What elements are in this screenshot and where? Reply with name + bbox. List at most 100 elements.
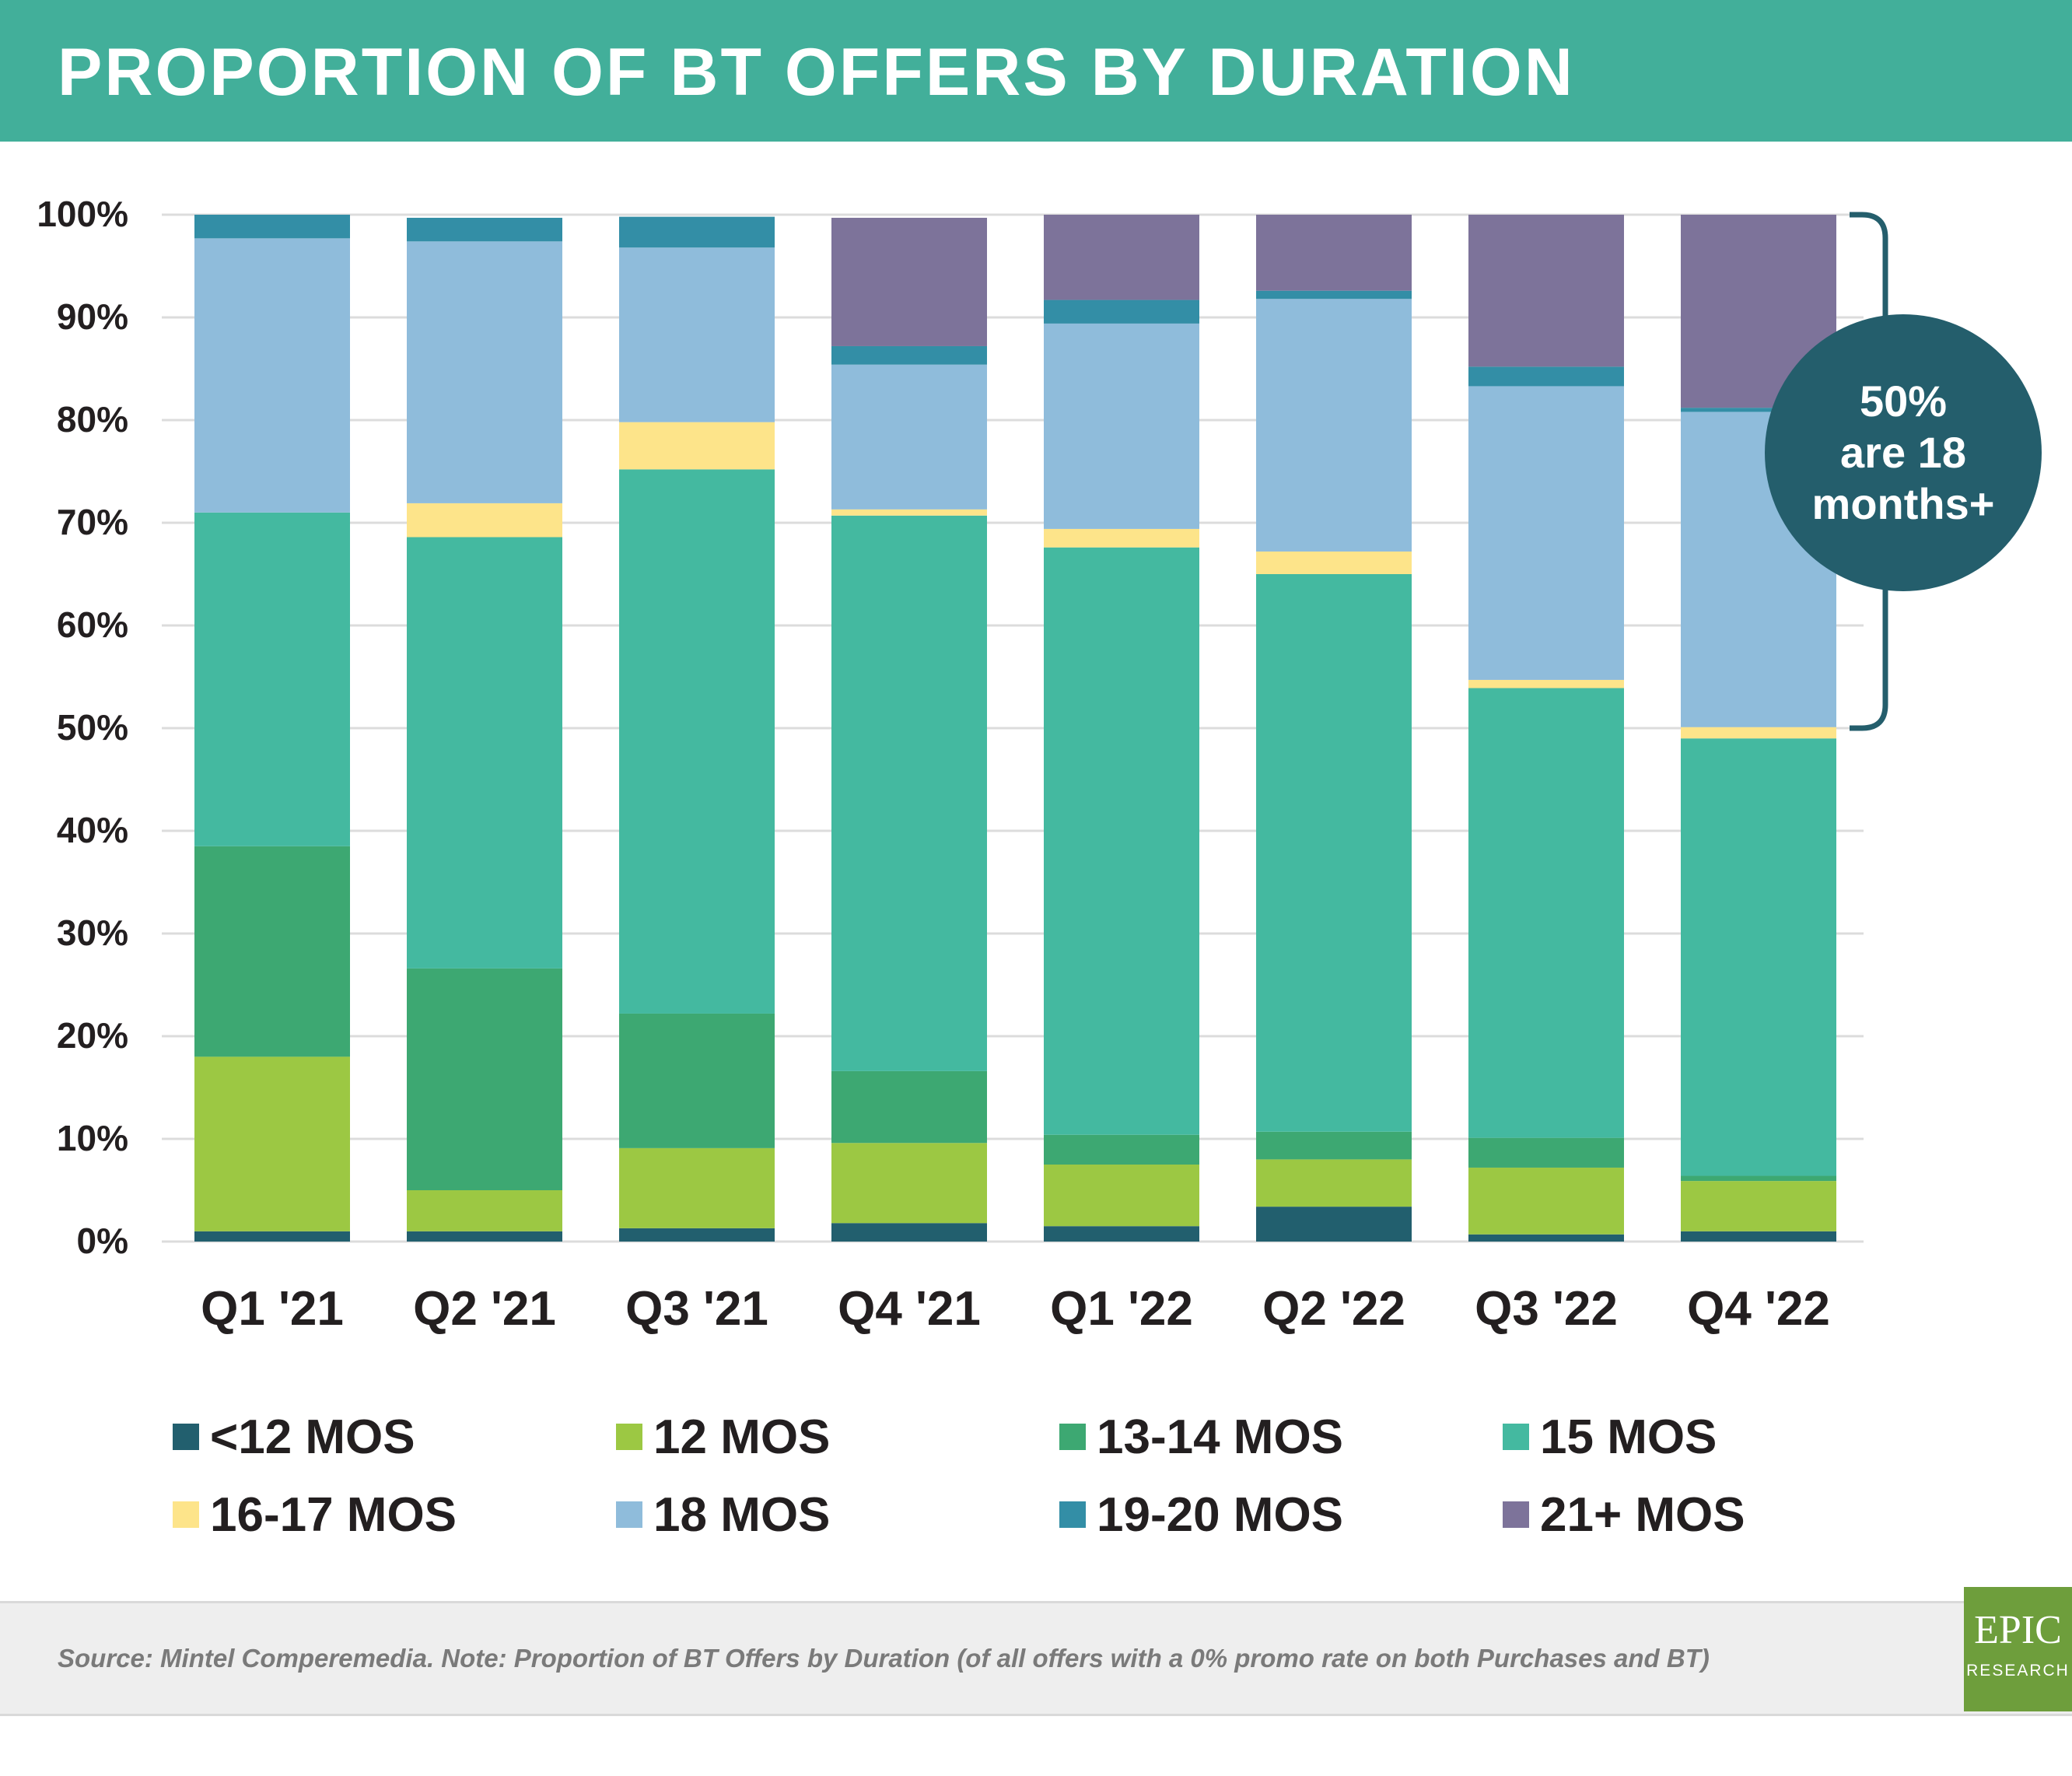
- bar-segment: [1681, 408, 1836, 412]
- annotation-circle: [1765, 314, 2042, 591]
- legend-swatch: [173, 1424, 199, 1450]
- bar-segment: [1044, 528, 1199, 548]
- legend-label: <12 MOS: [210, 1410, 415, 1464]
- bar-segment: [407, 503, 562, 538]
- bar-segment: [619, 1147, 775, 1228]
- legend-label: 12 MOS: [653, 1410, 831, 1464]
- bar-segment: [831, 345, 987, 365]
- bar-segment: [407, 241, 562, 503]
- chart-legend: <12 MOS 12 MOS 13-14 MOS 15 MOS 16-17 MOS 18 …: [173, 1402, 1884, 1573]
- bar-segment: [1044, 1134, 1199, 1165]
- bar-segment: [619, 247, 775, 422]
- bar-segment: [407, 1190, 562, 1231]
- bar-segment: [619, 469, 775, 1014]
- x-tick-label: Q4 '21: [838, 1282, 981, 1336]
- legend-item: 12 MOS: [616, 1402, 830, 1472]
- bar-segment: [1256, 299, 1412, 552]
- legend-item: 18 MOS: [616, 1480, 830, 1550]
- bar-segment: [1681, 1231, 1836, 1242]
- bar-segment: [1468, 366, 1624, 387]
- bar-segment: [1468, 1167, 1624, 1235]
- x-tick-label: Q1 '21: [201, 1282, 344, 1336]
- bar-segment: [831, 1223, 987, 1242]
- bar-segment: [1468, 679, 1624, 688]
- y-tick-label: 50%: [57, 707, 128, 748]
- bar-segment: [1681, 1175, 1836, 1182]
- legend-swatch: [1503, 1424, 1529, 1450]
- y-tick-label: 100%: [37, 194, 128, 234]
- bar-segment: [194, 215, 350, 239]
- x-tick-label: Q3 '21: [625, 1282, 768, 1336]
- legend-label: 15 MOS: [1540, 1410, 1717, 1464]
- bar-segment: [1468, 215, 1624, 367]
- bar-segment: [1044, 1226, 1199, 1242]
- legend-label: 16-17 MOS: [210, 1487, 457, 1542]
- y-tick-label: 60%: [57, 604, 128, 645]
- bar-segment: [1681, 738, 1836, 1176]
- bar-segment: [1468, 386, 1624, 680]
- bar-segment: [1256, 1159, 1412, 1207]
- stacked-bar-chart: 0% 10% 20% 30% 40% 50% 60% 70% 80% 90% 100% Q1 '21 Q…: [37, 194, 2042, 1336]
- y-tick-label: 90%: [57, 296, 128, 337]
- legend-item: <12 MOS: [173, 1402, 415, 1472]
- annotation-text: months+: [1812, 479, 1995, 528]
- bar-segment: [1468, 688, 1624, 1138]
- legend-item: 13-14 MOS: [1059, 1402, 1343, 1472]
- legend-swatch: [616, 1424, 642, 1450]
- logo-wordmark: EPIC: [1974, 1608, 2062, 1652]
- bar-segment: [1044, 547, 1199, 1135]
- bar-segment: [194, 238, 350, 513]
- bar-segment: [194, 512, 350, 846]
- legend-item: 21+ MOS: [1503, 1480, 1745, 1550]
- bar-segment: [1044, 1165, 1199, 1227]
- bar-segment: [1256, 215, 1412, 291]
- bar-segment: [407, 1231, 562, 1242]
- y-tick-label: 0%: [77, 1221, 128, 1261]
- y-tick-label: 30%: [57, 913, 128, 953]
- bar-segment: [194, 1231, 350, 1242]
- legend-swatch: [1059, 1501, 1086, 1528]
- x-tick-label: Q2 '21: [413, 1282, 556, 1336]
- x-tick-label: Q3 '22: [1475, 1282, 1618, 1336]
- epic-research-logo: EPIC RESEARCH: [1964, 1587, 2072, 1711]
- legend-item: 16-17 MOS: [173, 1480, 457, 1550]
- bar-segment: [831, 1070, 987, 1144]
- legend-swatch: [173, 1501, 199, 1528]
- bar-segment: [1681, 1181, 1836, 1231]
- bar-segment: [1256, 551, 1412, 574]
- footer: Source: Mintel Comperemedia. Note: Propo…: [0, 1601, 2072, 1716]
- bar-segment: [1044, 323, 1199, 529]
- source-note: Source: Mintel Comperemedia. Note: Propo…: [58, 1644, 1710, 1673]
- y-tick-label: 20%: [57, 1015, 128, 1056]
- y-tick-label: 10%: [57, 1118, 128, 1158]
- bar-segment: [1256, 290, 1412, 300]
- bar-segment: [831, 1143, 987, 1224]
- bar-segment: [831, 515, 987, 1071]
- x-tick-label: Q1 '22: [1050, 1282, 1193, 1336]
- header-banner: PROPORTION OF BT OFFERS BY DURATION: [0, 0, 2072, 142]
- legend-item: 19-20 MOS: [1059, 1480, 1343, 1550]
- x-tick-label: Q4 '22: [1687, 1282, 1830, 1336]
- bar-segment: [831, 364, 987, 510]
- legend-swatch: [1059, 1424, 1086, 1450]
- bar-segment: [407, 217, 562, 242]
- bar-segment: [1256, 1131, 1412, 1160]
- legend-label: 13-14 MOS: [1097, 1410, 1344, 1464]
- bar-segment: [619, 1228, 775, 1242]
- bar-segment: [1044, 215, 1199, 300]
- bar-segment: [407, 537, 562, 969]
- bar-segment: [1044, 300, 1199, 324]
- legend-label: 21+ MOS: [1540, 1487, 1745, 1542]
- bar-segment: [619, 422, 775, 470]
- logo-subtitle: RESEARCH: [1966, 1662, 2070, 1680]
- bar-segment: [194, 1056, 350, 1231]
- bar-segment: [831, 509, 987, 516]
- bar-segment: [407, 968, 562, 1190]
- bar-segment: [619, 216, 775, 248]
- annotation-text: 50%: [1860, 377, 1947, 426]
- bar-segment: [619, 1013, 775, 1148]
- y-tick-label: 70%: [57, 502, 128, 542]
- annotation-text: are 18: [1840, 428, 1966, 477]
- legend-label: 18 MOS: [653, 1487, 831, 1542]
- legend-label: 19-20 MOS: [1097, 1487, 1344, 1542]
